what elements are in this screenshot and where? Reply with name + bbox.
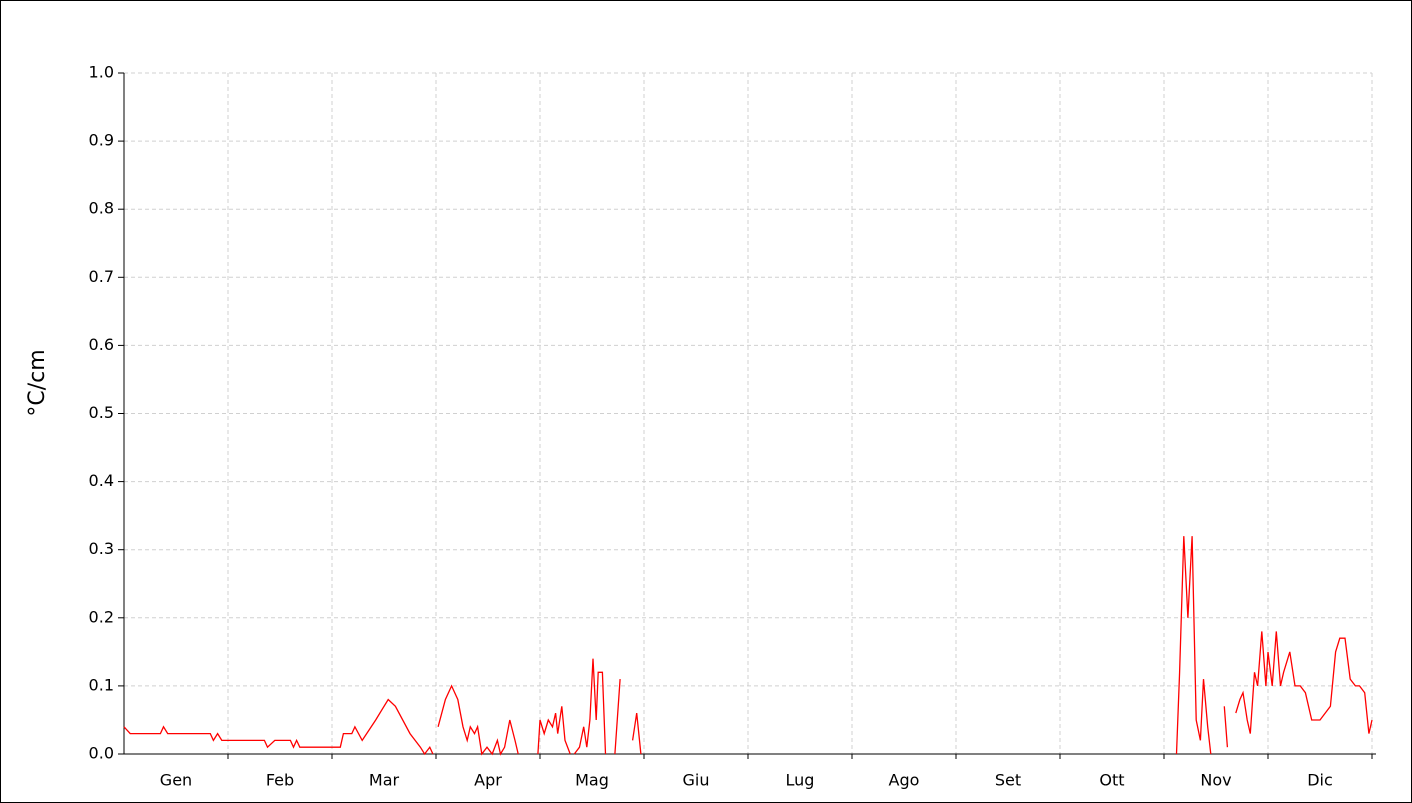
y-tick-label: 1.0 — [89, 63, 114, 82]
x-tick-label: Feb — [266, 771, 294, 790]
data-line — [123, 536, 1373, 756]
x-tick-label: Gen — [160, 771, 192, 790]
y-tick-label: 0.6 — [89, 335, 114, 354]
x-tick-label: Mag — [575, 771, 609, 790]
y-tick-label: 0.8 — [89, 199, 114, 218]
y-axis-title: °C/cm — [25, 349, 50, 416]
y-tick-label: 0.3 — [89, 539, 114, 558]
y-tick-label: 0.5 — [89, 403, 114, 422]
y-tick-label: 0.0 — [89, 744, 114, 763]
x-tick-label: Mar — [369, 771, 400, 790]
y-tick-label: 0.9 — [89, 131, 114, 150]
x-tick-label: Ago — [889, 771, 920, 790]
x-tick-label: Apr — [474, 771, 502, 790]
y-tick-label: 0.4 — [89, 471, 114, 490]
x-tick-label: Dic — [1307, 771, 1333, 790]
y-tick-label: 0.1 — [89, 675, 114, 694]
y-tick-label: 0.2 — [89, 607, 114, 626]
x-tick-label: Lug — [786, 771, 815, 790]
y-tick-label: 0.7 — [89, 267, 114, 286]
x-tick-label: Ott — [1099, 771, 1124, 790]
x-tick-label: Giu — [683, 771, 710, 790]
x-tick-label: Nov — [1200, 771, 1231, 790]
x-tick-label: Set — [995, 771, 1021, 790]
